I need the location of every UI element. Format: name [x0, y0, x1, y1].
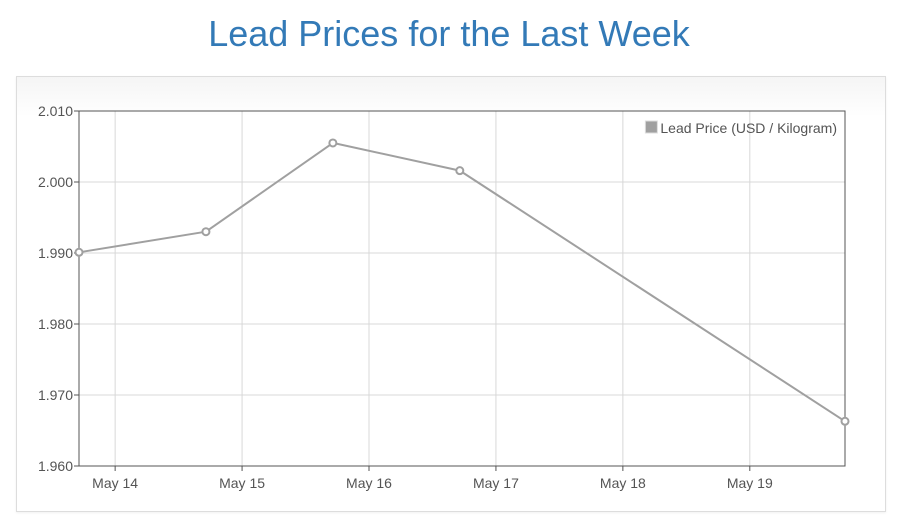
series-line — [78, 141, 846, 423]
y-tick-label: 1.990 — [38, 245, 73, 261]
legend-swatch — [644, 120, 658, 134]
data-point[interactable] — [201, 227, 211, 237]
y-tick-label: 2.010 — [38, 103, 73, 119]
x-tick-label: May 18 — [600, 475, 646, 491]
y-tick-label: 1.980 — [38, 316, 73, 332]
x-axis: May 14 May 15 May 16 May 17 May 18 May 19 — [92, 466, 773, 491]
data-point[interactable] — [74, 247, 84, 257]
data-point[interactable] — [455, 166, 465, 176]
data-point[interactable] — [328, 138, 338, 148]
x-tick-label: May 19 — [727, 475, 773, 491]
page-title: Lead Prices for the Last Week — [208, 13, 690, 54]
x-tick-label: May 16 — [346, 475, 392, 491]
x-tick-label: May 14 — [92, 475, 138, 491]
legend: Lead Price (USD / Kilogram) — [644, 120, 837, 136]
x-tick-label: May 15 — [219, 475, 265, 491]
legend-label: Lead Price (USD / Kilogram) — [660, 120, 837, 136]
y-tick-label: 1.970 — [38, 387, 73, 403]
y-tick-label: 1.960 — [38, 458, 73, 474]
y-axis: 1.960 1.970 1.980 1.990 2.000 2.010 — [38, 103, 79, 474]
grid-layer — [79, 110, 845, 467]
series-layer — [74, 138, 850, 426]
y-tick-label: 2.000 — [38, 174, 73, 190]
data-point[interactable] — [840, 416, 850, 426]
chart-panel: 1.960 1.970 1.980 1.990 2.000 2.010 May 14 May… — [16, 76, 886, 512]
x-tick-label: May 17 — [473, 475, 519, 491]
plot-area-frame — [78, 110, 846, 467]
